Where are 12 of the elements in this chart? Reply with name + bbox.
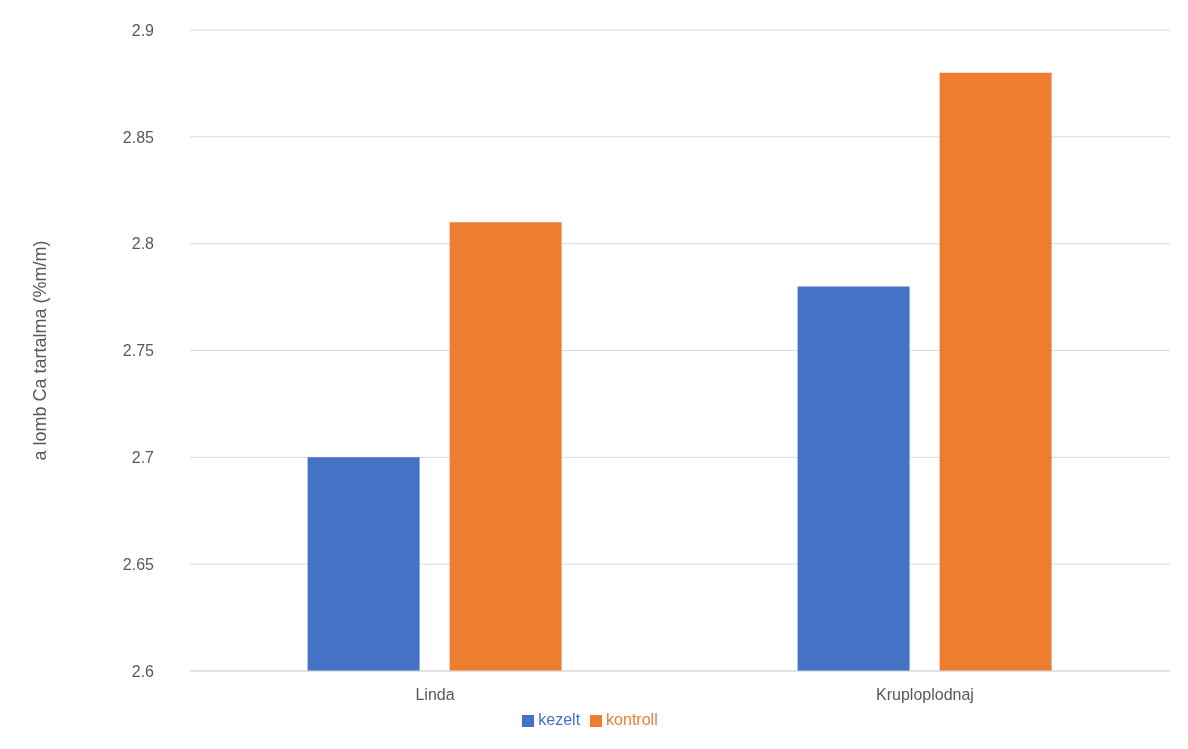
y-tick-label: 2.9 [131,21,155,39]
y-tick-label: 2.75 [122,342,155,360]
x-tick-label: Linda [415,686,455,704]
y-tick-label: 2.8 [131,235,155,253]
legend-label: kontroll [606,711,658,728]
y-axis-title: a lomb Ca tartalma (%m/m) [30,240,51,461]
y-tick-label: 2.85 [122,128,155,146]
y-tick-label: 2.7 [131,449,155,467]
x-tick-label: Kruploplodnaj [876,686,974,704]
legend-label: kezelt [538,711,581,728]
y-tick-label: 2.65 [122,555,155,573]
y-tick-label: 2.6 [131,662,155,680]
